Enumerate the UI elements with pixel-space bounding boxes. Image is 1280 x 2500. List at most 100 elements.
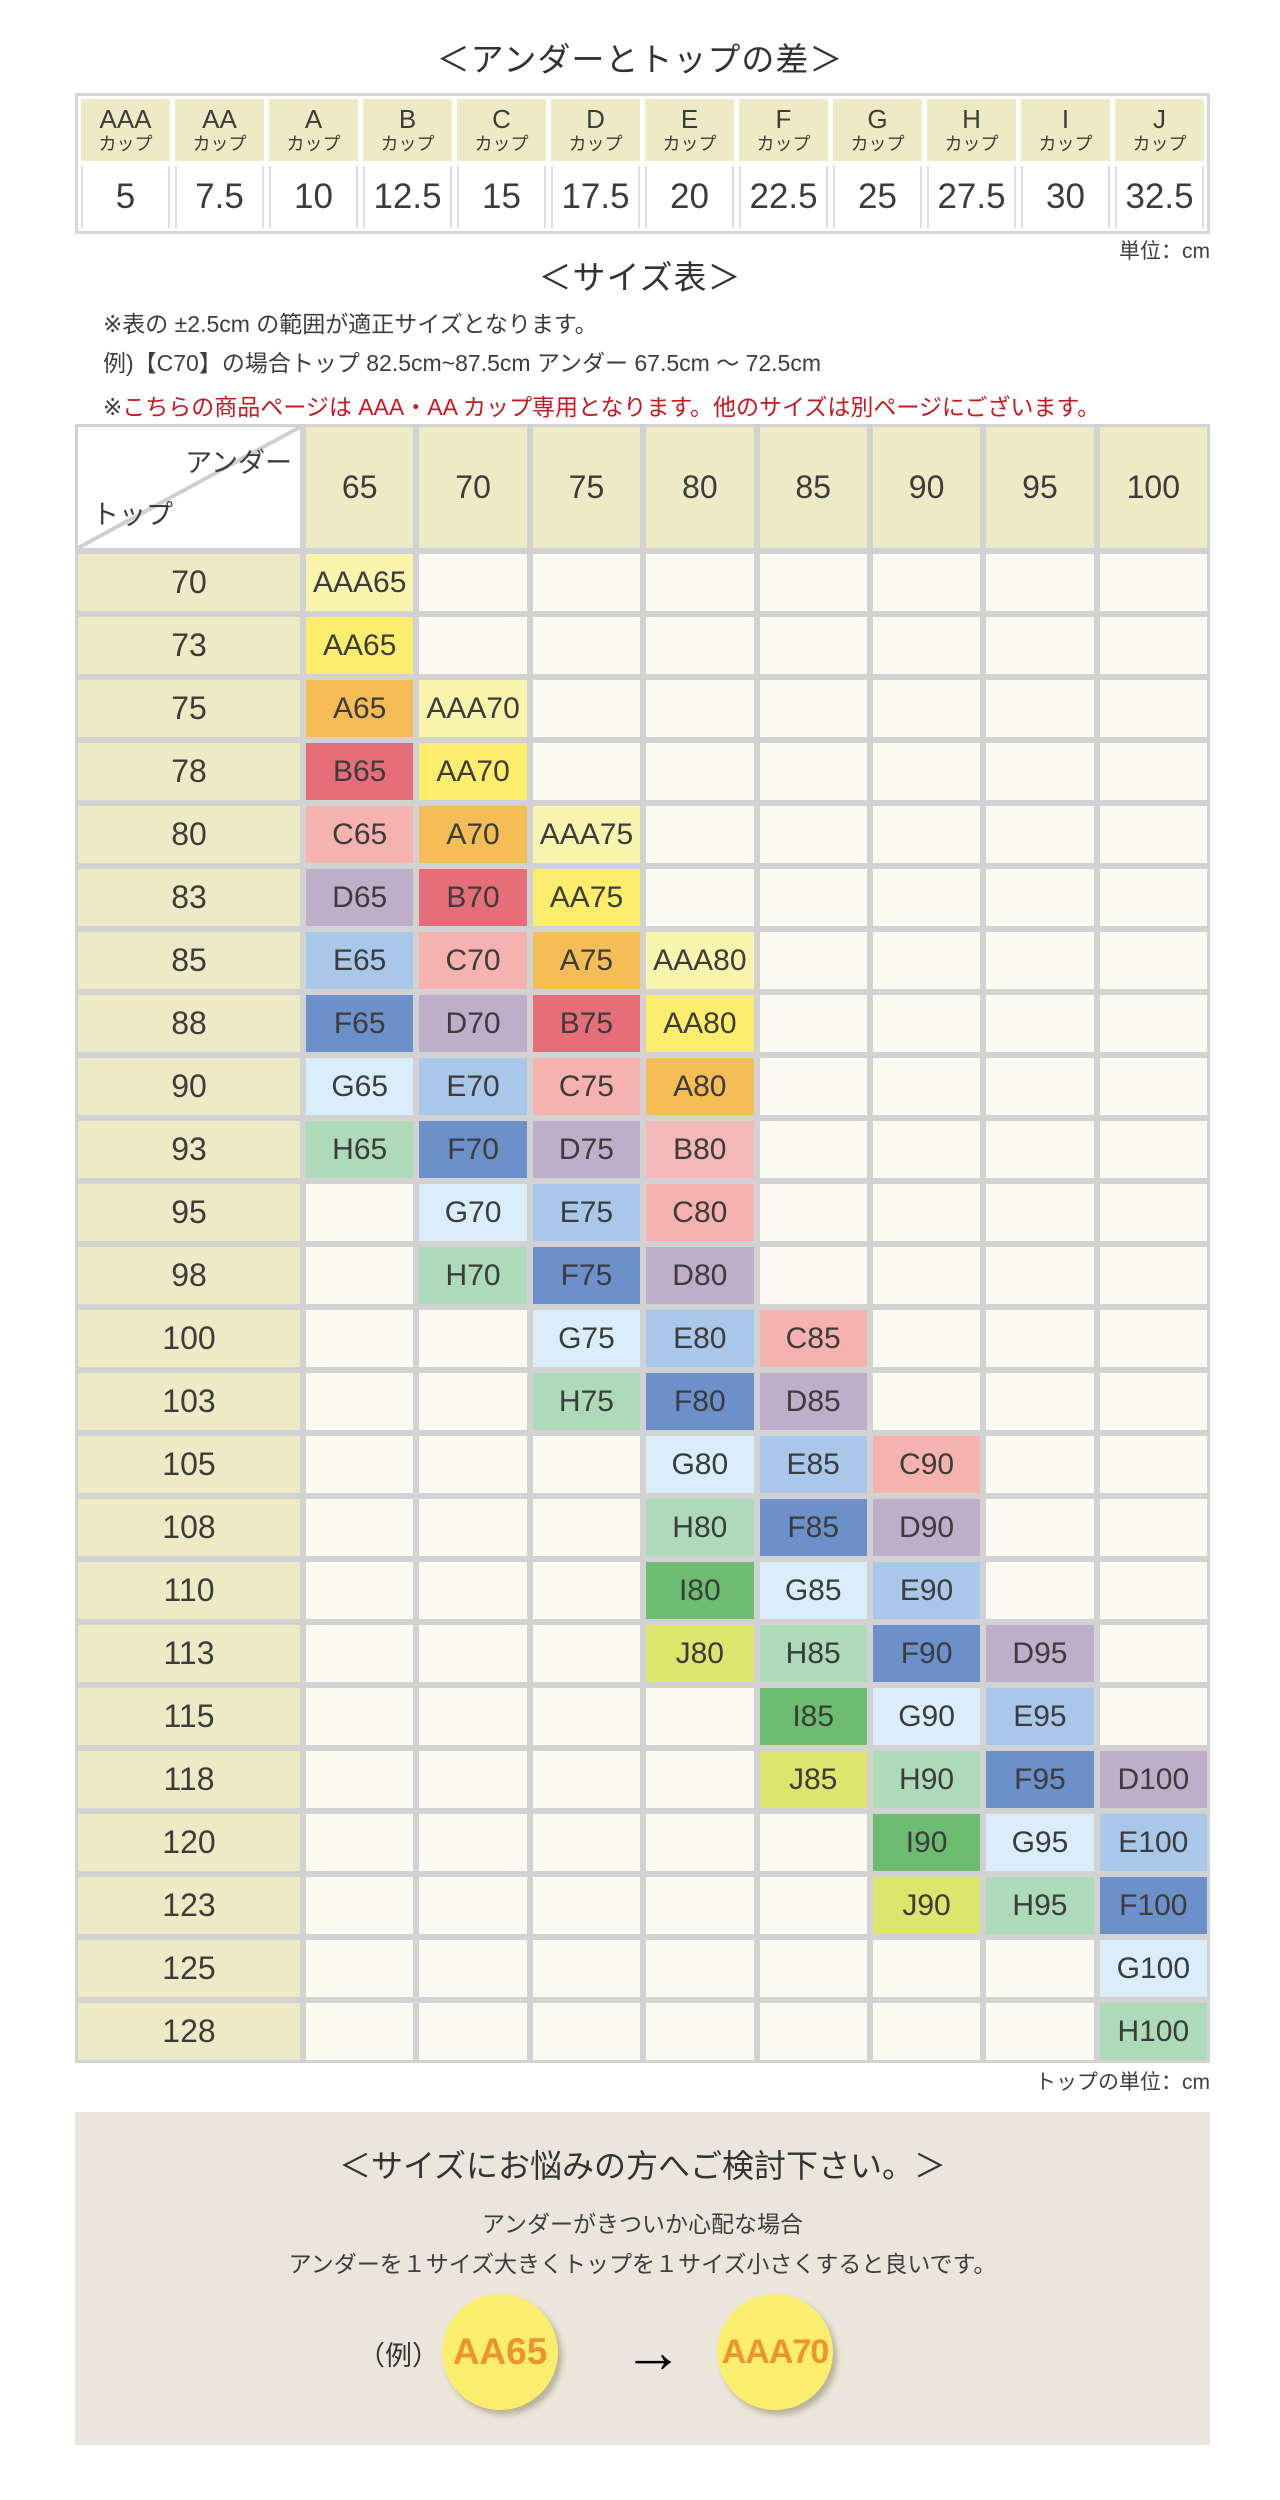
size-cell-empty [646, 869, 754, 926]
size-cell-empty [759, 1184, 867, 1241]
size-cell-empty [306, 1562, 414, 1619]
advice-line-2: アンダーを１サイズ大きくトップを１サイズ小さくすると良いです。 [288, 2251, 997, 2277]
cup-letter: AAA [99, 104, 152, 135]
cup-diff-value-cell: 7.5 [175, 166, 264, 228]
cup-diff-value-cell: 10 [269, 166, 358, 228]
size-cell: F95 [986, 1751, 1094, 1808]
cup-letter: J [1153, 104, 1166, 135]
size-cell-empty [1099, 1499, 1207, 1556]
size-cell: C80 [646, 1184, 754, 1241]
size-cell: AAA65 [306, 554, 414, 611]
top-size-label: 83 [78, 869, 300, 926]
advice-line-1: アンダーがきついか心配な場合 [481, 2211, 804, 2237]
matrix-corner-cell: アンダー トップ [78, 427, 300, 548]
size-cell-empty [986, 1373, 1094, 1430]
top-size-label: 115 [78, 1688, 300, 1745]
cup-suffix: カップ [380, 134, 435, 155]
size-cell-empty [306, 1436, 414, 1493]
size-cell: E65 [306, 932, 414, 989]
size-cell-empty [986, 554, 1094, 611]
cup-letter: G [867, 104, 888, 135]
size-cell-empty [872, 1247, 981, 1304]
top-axis-label: トップ [92, 500, 173, 530]
size-cell-empty [986, 617, 1094, 674]
note-exclusive-text: こちらの商品ページは AAA・AA カップ専用となります。他のサイズは別ページに… [122, 394, 1101, 420]
cup-header-cell: F カップ [739, 99, 828, 161]
size-cell: AAA80 [646, 932, 754, 989]
top-unit-label: トップの単位：cm [1035, 2071, 1210, 2094]
size-from-badge: AA65 [442, 2294, 558, 2410]
size-cell: C75 [532, 1058, 641, 1115]
size-cell-empty [532, 2003, 641, 2060]
size-cell-empty [532, 1436, 641, 1493]
size-cell: D80 [646, 1247, 754, 1304]
size-cell-empty [986, 1940, 1094, 1997]
size-cell: AA70 [419, 743, 527, 800]
top-size-label: 95 [78, 1184, 300, 1241]
size-cell-empty [986, 1121, 1094, 1178]
size-cell: H70 [419, 1247, 527, 1304]
size-cell: E75 [532, 1184, 641, 1241]
cup-suffix: カップ [192, 134, 247, 155]
top-size-label: 75 [78, 680, 300, 737]
size-cell: G100 [1099, 1940, 1207, 1997]
cup-header-cell: G カップ [833, 99, 922, 161]
advice-title: ＜サイズにお悩みの方へご検討下さい。＞ [338, 2148, 947, 2184]
top-size-label: 103 [78, 1373, 300, 1430]
size-cell: F70 [419, 1121, 527, 1178]
cup-diff-table: AAA カップ AA カップ A カップ B カップ C カップ D カップ E カップ F カップ G カップ H… [75, 93, 1210, 234]
under-size-header: 80 [646, 427, 754, 548]
size-cell-empty [419, 554, 527, 611]
under-size-header: 85 [759, 427, 867, 548]
top-size-label: 128 [78, 2003, 300, 2060]
under-size-header: 90 [872, 427, 981, 548]
size-cell-empty [1099, 743, 1207, 800]
size-cell-empty [419, 617, 527, 674]
size-cell: G90 [872, 1688, 981, 1745]
cup-header-cell: C カップ [457, 99, 546, 161]
size-cell: E100 [1099, 1814, 1207, 1871]
size-cell: F80 [646, 1373, 754, 1430]
cup-diff-value-cell: 12.5 [363, 166, 452, 228]
cup-diff-value-cell: 5 [81, 166, 170, 228]
size-cell-empty [1099, 1688, 1207, 1745]
under-size-header: 65 [306, 427, 414, 548]
top-size-label: 113 [78, 1625, 300, 1682]
size-cell-empty [759, 1247, 867, 1304]
size-cell-empty [419, 1310, 527, 1367]
size-cell-empty [872, 1940, 981, 1997]
size-cell: D90 [872, 1499, 981, 1556]
size-cell-empty [759, 869, 867, 926]
top-size-label: 120 [78, 1814, 300, 1871]
top-size-label: 88 [78, 995, 300, 1052]
size-cell: B80 [646, 1121, 754, 1178]
size-cell-empty [1099, 554, 1207, 611]
cup-suffix: カップ [944, 134, 999, 155]
cup-header-cell: AAA カップ [81, 99, 170, 161]
size-cell: J90 [872, 1877, 981, 1934]
size-cell: H75 [532, 1373, 641, 1430]
size-cell: F65 [306, 995, 414, 1052]
size-cell-empty [759, 995, 867, 1052]
size-cell-empty [986, 1436, 1094, 1493]
size-cell: H80 [646, 1499, 754, 1556]
size-cell-empty [872, 1121, 981, 1178]
size-cell-empty [872, 869, 981, 926]
under-size-header: 75 [532, 427, 641, 548]
size-cell: E70 [419, 1058, 527, 1115]
size-cell-empty [419, 2003, 527, 2060]
cup-suffix: カップ [662, 134, 717, 155]
top-size-label: 70 [78, 554, 300, 611]
size-cell: A80 [646, 1058, 754, 1115]
cup-header-cell: E カップ [645, 99, 734, 161]
size-cell-empty [759, 617, 867, 674]
size-cell-empty [532, 1877, 641, 1934]
cup-letter: E [680, 104, 699, 135]
size-cell-empty [306, 1373, 414, 1430]
cup-diff-value-cell: 30 [1021, 166, 1110, 228]
size-cell: D85 [759, 1373, 867, 1430]
cup-header-cell: J カップ [1115, 99, 1204, 161]
size-cell: H85 [759, 1625, 867, 1682]
size-cell-empty [646, 680, 754, 737]
size-cell-empty [646, 1877, 754, 1934]
